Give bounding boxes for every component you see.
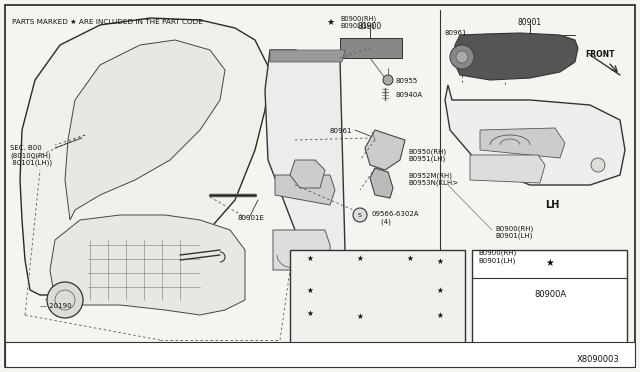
Text: B0950(RH)
B0951(LH): B0950(RH) B0951(LH) xyxy=(408,148,446,162)
Text: X8090003: X8090003 xyxy=(577,355,620,364)
Text: B090L(LH): B090L(LH) xyxy=(340,23,374,29)
Polygon shape xyxy=(265,50,345,270)
Text: B0952M(RH)
B0953N(KLH>: B0952M(RH) B0953N(KLH> xyxy=(408,172,458,186)
Text: ★: ★ xyxy=(546,258,554,268)
Text: ★: ★ xyxy=(406,253,413,263)
Text: 80900: 80900 xyxy=(358,22,382,31)
Bar xyxy=(290,250,465,365)
Bar xyxy=(472,250,627,365)
Polygon shape xyxy=(297,252,442,318)
Text: LH: LH xyxy=(545,200,559,210)
Text: ★: ★ xyxy=(326,17,334,26)
Polygon shape xyxy=(290,160,325,188)
Text: ★: ★ xyxy=(307,285,314,295)
Text: 80901: 80901 xyxy=(518,18,542,27)
Text: 80955: 80955 xyxy=(396,78,419,84)
Text: 80961: 80961 xyxy=(330,128,353,134)
Polygon shape xyxy=(270,50,345,62)
Text: ★: ★ xyxy=(436,257,444,266)
Text: S: S xyxy=(358,212,362,218)
Text: B0900(RH)
B0901(LH): B0900(RH) B0901(LH) xyxy=(478,250,516,264)
Polygon shape xyxy=(50,215,245,315)
Text: ★: ★ xyxy=(356,253,364,263)
Text: B0900(RH)
B0901(LH): B0900(RH) B0901(LH) xyxy=(495,225,533,239)
Text: 80961: 80961 xyxy=(445,30,467,36)
Polygon shape xyxy=(340,38,402,58)
Polygon shape xyxy=(370,168,393,198)
Text: ★: ★ xyxy=(436,311,444,320)
Text: 80901E: 80901E xyxy=(238,215,265,221)
Text: 80940A: 80940A xyxy=(396,92,423,98)
Circle shape xyxy=(456,51,468,63)
Polygon shape xyxy=(302,295,382,318)
Text: — 20190: — 20190 xyxy=(40,303,72,309)
Polygon shape xyxy=(480,128,565,158)
Polygon shape xyxy=(365,130,405,170)
Polygon shape xyxy=(445,85,625,185)
Circle shape xyxy=(538,318,562,342)
Text: ★: ★ xyxy=(436,285,444,295)
Circle shape xyxy=(47,282,83,318)
Text: ★: ★ xyxy=(307,253,314,263)
Circle shape xyxy=(55,290,75,310)
Polygon shape xyxy=(20,18,270,295)
Circle shape xyxy=(450,45,474,69)
Polygon shape xyxy=(470,155,545,183)
Polygon shape xyxy=(65,40,225,220)
Polygon shape xyxy=(453,33,578,80)
Text: SEC. B00
(80100(RH)
 80101(LH)): SEC. B00 (80100(RH) 80101(LH)) xyxy=(10,145,52,166)
Polygon shape xyxy=(273,230,330,270)
Text: 09566-6302A
    (4): 09566-6302A (4) xyxy=(372,211,419,224)
Text: FRONT: FRONT xyxy=(585,50,614,59)
Bar xyxy=(5,342,635,367)
Text: PARTS MARKED ★ ARE INCLUDED IN THE PART CODE: PARTS MARKED ★ ARE INCLUDED IN THE PART … xyxy=(12,19,203,25)
Circle shape xyxy=(591,158,605,172)
Circle shape xyxy=(353,208,367,222)
Text: 80900A: 80900A xyxy=(534,290,566,299)
Text: ★: ★ xyxy=(356,311,364,321)
Text: B0900(RH): B0900(RH) xyxy=(340,16,376,22)
Circle shape xyxy=(383,75,393,85)
Text: ★: ★ xyxy=(307,308,314,317)
Polygon shape xyxy=(275,175,335,205)
Polygon shape xyxy=(300,255,442,263)
Polygon shape xyxy=(305,280,398,298)
